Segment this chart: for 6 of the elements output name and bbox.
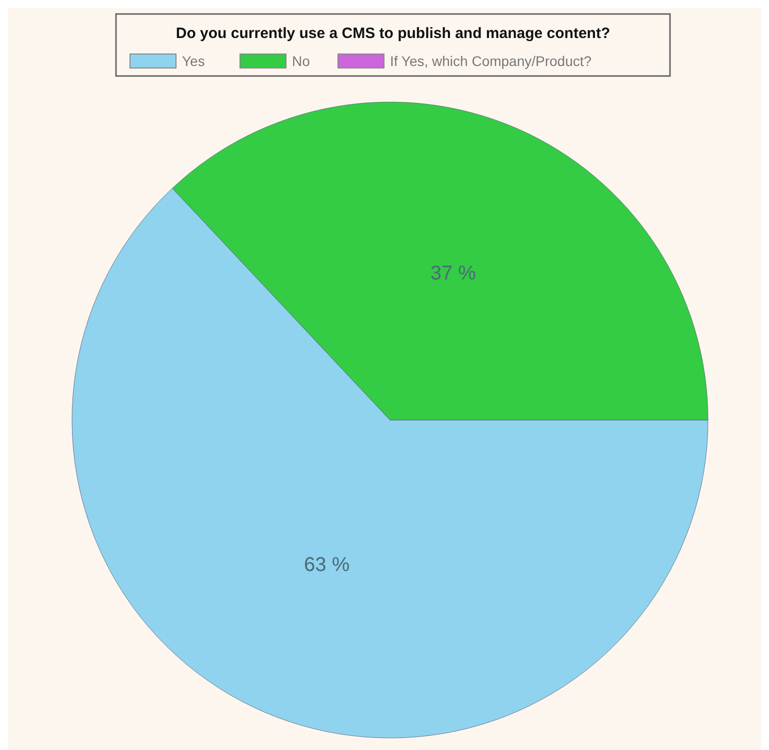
legend-title: Do you currently use a CMS to publish and manage content? [176, 25, 610, 42]
legend-label: No [292, 53, 310, 69]
legend-label: If Yes, which Company/Product? [390, 53, 592, 69]
data-label: 37 % [430, 262, 476, 284]
legend-label: Yes [182, 53, 205, 69]
data-label: 63 % [304, 554, 350, 576]
